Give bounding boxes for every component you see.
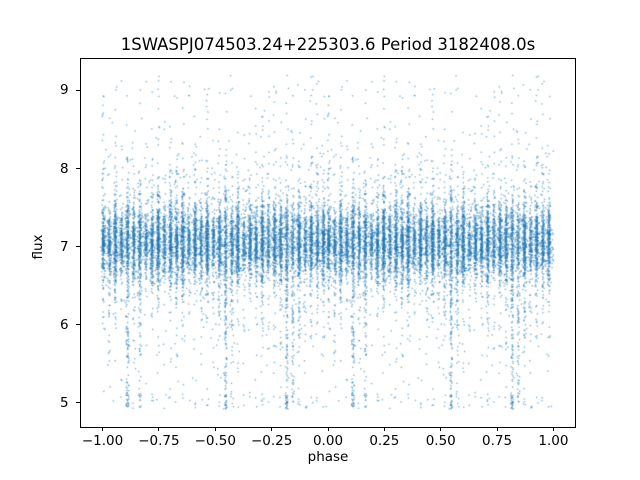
x-tick-mark [214,427,216,432]
y-axis-label: flux [30,234,46,260]
x-tick-mark [552,427,554,432]
x-tick-label: −1.00 [81,433,124,449]
y-tick-mark [76,89,80,91]
y-tick-label: 9 [60,82,69,99]
x-tick-label: 0.00 [312,433,344,449]
x-tick-mark [271,427,273,432]
x-tick-mark [383,427,385,432]
x-tick-label: 0.25 [369,433,400,449]
y-tick-label: 5 [60,394,69,411]
x-tick-label: −0.50 [194,433,236,449]
x-tick-mark [327,427,329,432]
y-tick-mark [76,402,80,404]
chart-title: 1SWASPJ074503.24+225303.6 Period 3182408… [120,35,536,54]
x-tick-mark [496,427,498,432]
x-tick-mark [440,427,442,432]
plot-area [80,57,576,428]
x-tick-label: 0.75 [482,433,513,449]
y-tick-mark [76,324,80,326]
x-tick-mark [158,427,160,432]
y-tick-mark [76,246,80,248]
y-tick-label: 8 [60,160,69,177]
x-tick-label: −0.25 [250,433,293,449]
y-tick-label: 6 [60,316,69,333]
x-tick-label: 1.00 [538,433,569,449]
x-axis-label: phase [307,449,349,465]
x-tick-label: 0.50 [425,433,456,449]
x-tick-mark [102,427,104,432]
y-tick-label: 7 [60,238,69,255]
x-tick-label: −0.75 [138,433,180,449]
y-tick-mark [76,168,80,170]
